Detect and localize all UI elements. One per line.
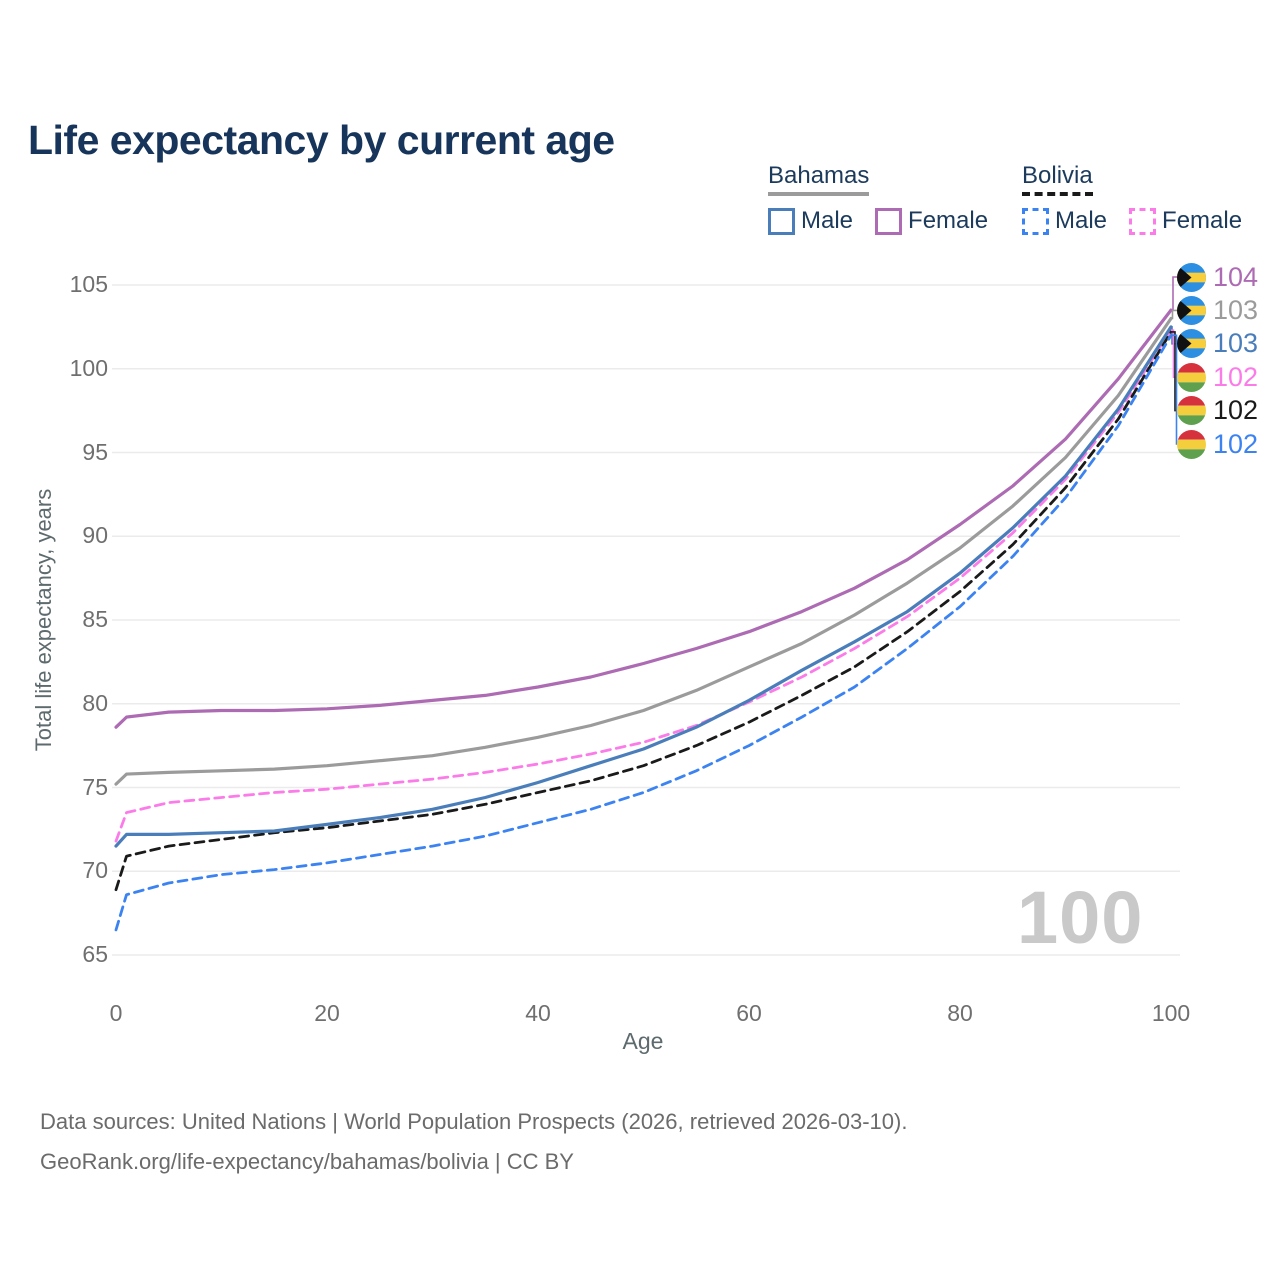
end-label-value: 104 xyxy=(1213,261,1259,292)
x-axis-title: Age xyxy=(622,1028,664,1054)
x-tick-label-100: 100 xyxy=(1151,1000,1191,1026)
y-tick-label-80: 80 xyxy=(82,689,108,716)
bahamas-flag-icon xyxy=(1177,262,1206,292)
series-line-bolivia-male[interactable] xyxy=(114,333,1173,932)
y-tick-label-65: 65 xyxy=(82,941,108,967)
bahamas-flag-icon xyxy=(1177,295,1206,325)
y-tick-label-105: 105 xyxy=(69,271,108,297)
hover-age-watermark: 100 xyxy=(1017,876,1144,959)
page-title: Life expectancy by current age xyxy=(28,117,615,164)
bolivia-flag-icon xyxy=(1177,429,1206,459)
end-label-bolivia-female: 102 xyxy=(1177,362,1258,392)
legend-item-bolivia-female[interactable]: Female xyxy=(1129,207,1242,235)
bolivia-flag-icon xyxy=(1177,362,1206,392)
footer-sources: Data sources: United Nations | World Pop… xyxy=(40,1109,908,1134)
x-tick-label-60: 60 xyxy=(736,1000,762,1026)
legend-country-bahamas: Bahamas xyxy=(768,162,870,196)
legend-row: Male Female xyxy=(1022,207,1264,235)
end-label-value: 103 xyxy=(1213,294,1259,325)
leader-line-bahamas xyxy=(1171,309,1177,320)
legend-item-label: Male xyxy=(801,207,854,234)
bahamas-flag-icon xyxy=(1177,262,1206,292)
legend-item-label: Male xyxy=(1055,207,1108,234)
legend-item-bolivia-male[interactable]: Male xyxy=(1022,207,1107,235)
x-tick-label-40: 40 xyxy=(525,1000,551,1026)
y-tick-label-70: 70 xyxy=(82,857,108,884)
legend-group-bahamas: Bahamas Male Female xyxy=(768,162,1010,235)
end-label-bahamas-male: 103 xyxy=(1177,328,1259,359)
y-tick-label-75: 75 xyxy=(82,773,108,800)
series-line-bahamas-male[interactable] xyxy=(114,325,1173,848)
bolivia-flag-icon xyxy=(1177,396,1206,426)
end-label-value: 102 xyxy=(1213,361,1259,392)
series-line-bahamas-female[interactable] xyxy=(114,308,1173,729)
series-line-bolivia[interactable] xyxy=(114,330,1173,892)
end-label-bahamas: 103 xyxy=(1177,295,1258,325)
x-tick-label-0: 0 xyxy=(109,1000,123,1026)
bolivia-flag-icon xyxy=(1177,429,1206,459)
series-line-bahamas[interactable] xyxy=(114,316,1173,786)
end-label-bolivia: 102 xyxy=(1177,395,1259,426)
legend-item-label: Female xyxy=(908,207,989,234)
footer-attribution: GeoRank.org/life-expectancy/bahamas/boli… xyxy=(40,1149,574,1174)
series-line-bolivia-female[interactable] xyxy=(114,328,1173,843)
line-swatch-icon xyxy=(875,207,903,235)
end-label-value: 102 xyxy=(1213,395,1259,426)
legend-country-bolivia: Bolivia xyxy=(1022,162,1093,196)
bahamas-flag-icon xyxy=(1177,329,1206,359)
legend-row: Male Female xyxy=(768,207,1010,235)
line-swatch-icon xyxy=(768,207,795,235)
end-label-value: 102 xyxy=(1213,428,1259,459)
y-tick-label-95: 95 xyxy=(82,438,108,465)
y-tick-label-90: 90 xyxy=(82,522,108,549)
y-tick-label-100: 100 xyxy=(69,354,108,381)
x-tick-label-20: 20 xyxy=(314,1000,340,1026)
end-label-bahamas-female: 104 xyxy=(1177,262,1258,292)
legend-group-bolivia: Bolivia Male Female xyxy=(1022,162,1264,235)
line-swatch-icon xyxy=(1022,207,1049,235)
line-swatch-icon xyxy=(1129,207,1157,235)
end-label-bolivia-male: 102 xyxy=(1177,429,1258,459)
leader-line-bolivia-male xyxy=(1171,334,1178,445)
bolivia-flag-icon xyxy=(1177,396,1206,426)
y-tick-label-85: 85 xyxy=(82,606,108,632)
end-label-value: 103 xyxy=(1213,328,1259,359)
bahamas-flag-icon xyxy=(1177,329,1206,359)
bahamas-flag-icon xyxy=(1177,295,1206,325)
legend-item-bahamas-female[interactable]: Female xyxy=(875,207,988,235)
legend-item-bahamas-male[interactable]: Male xyxy=(768,207,853,235)
bolivia-flag-icon xyxy=(1177,362,1206,392)
x-tick-label-80: 80 xyxy=(947,1000,973,1026)
legend-item-label: Female xyxy=(1162,207,1243,234)
